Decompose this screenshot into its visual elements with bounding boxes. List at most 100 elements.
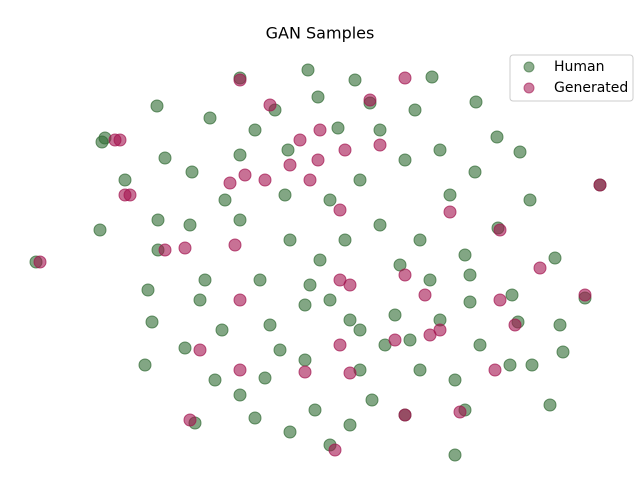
point — [228, 238, 242, 252]
point — [313, 253, 327, 267]
point — [443, 205, 457, 219]
point — [218, 193, 232, 207]
point — [448, 373, 462, 387]
point — [373, 138, 387, 152]
point — [343, 313, 357, 327]
point — [193, 293, 207, 307]
point — [311, 90, 325, 104]
point — [418, 288, 432, 302]
point — [328, 443, 342, 457]
point — [278, 188, 292, 202]
point — [348, 73, 362, 87]
point — [263, 318, 277, 332]
point — [353, 323, 367, 337]
point — [238, 168, 252, 182]
point — [503, 358, 517, 372]
legend-label: Generated — [554, 80, 628, 96]
point — [423, 328, 437, 342]
point — [223, 176, 237, 190]
point — [403, 333, 417, 347]
point — [448, 448, 462, 462]
point — [308, 403, 322, 417]
point — [388, 308, 402, 322]
point — [298, 365, 312, 379]
point — [208, 373, 222, 387]
point — [553, 318, 567, 332]
point — [233, 388, 247, 402]
point — [303, 278, 317, 292]
point — [215, 323, 229, 337]
point — [469, 95, 483, 109]
point — [283, 425, 297, 439]
point — [141, 283, 155, 297]
point — [493, 293, 507, 307]
points — [29, 63, 607, 462]
point — [298, 353, 312, 367]
point — [323, 193, 337, 207]
point — [185, 165, 199, 179]
point — [363, 93, 377, 107]
point — [398, 268, 412, 282]
point — [388, 333, 402, 347]
point — [193, 343, 207, 357]
point — [338, 233, 352, 247]
point — [233, 363, 247, 377]
point — [463, 295, 477, 309]
point — [533, 261, 547, 275]
point — [488, 363, 502, 377]
point — [303, 173, 317, 187]
point — [458, 248, 472, 262]
point — [123, 188, 137, 202]
point — [338, 143, 352, 157]
point — [453, 405, 467, 419]
point — [178, 341, 192, 355]
chart-title: GAN Samples — [266, 24, 375, 43]
legend-label: Human — [554, 59, 605, 75]
point — [508, 318, 522, 332]
point — [263, 98, 277, 112]
point — [373, 123, 387, 137]
point — [150, 99, 164, 113]
point — [233, 213, 247, 227]
point — [233, 148, 247, 162]
legend-marker — [523, 61, 535, 73]
point — [273, 343, 287, 357]
point — [333, 203, 347, 217]
point — [423, 273, 437, 287]
legend-box — [509, 54, 634, 102]
point — [398, 408, 412, 422]
point — [548, 251, 562, 265]
point — [203, 111, 217, 125]
point — [425, 70, 439, 84]
point — [433, 143, 447, 157]
point — [413, 363, 427, 377]
point — [95, 135, 109, 149]
point — [463, 268, 477, 282]
point — [593, 178, 607, 192]
point — [233, 293, 247, 307]
point — [233, 73, 247, 87]
point — [513, 145, 527, 159]
legend: Human Generated — [509, 54, 634, 102]
point — [158, 243, 172, 257]
point — [151, 213, 165, 227]
point — [398, 71, 412, 85]
point — [313, 123, 327, 137]
point — [343, 418, 357, 432]
point — [543, 398, 557, 412]
point — [283, 233, 297, 247]
point — [353, 173, 367, 187]
point — [301, 63, 315, 77]
point — [523, 193, 537, 207]
point — [365, 393, 379, 407]
point — [118, 173, 132, 187]
point — [253, 273, 267, 287]
point — [258, 173, 272, 187]
point — [33, 255, 47, 269]
point — [183, 218, 197, 232]
point — [578, 288, 592, 302]
point — [283, 158, 297, 172]
point — [158, 151, 172, 165]
point — [343, 366, 357, 380]
